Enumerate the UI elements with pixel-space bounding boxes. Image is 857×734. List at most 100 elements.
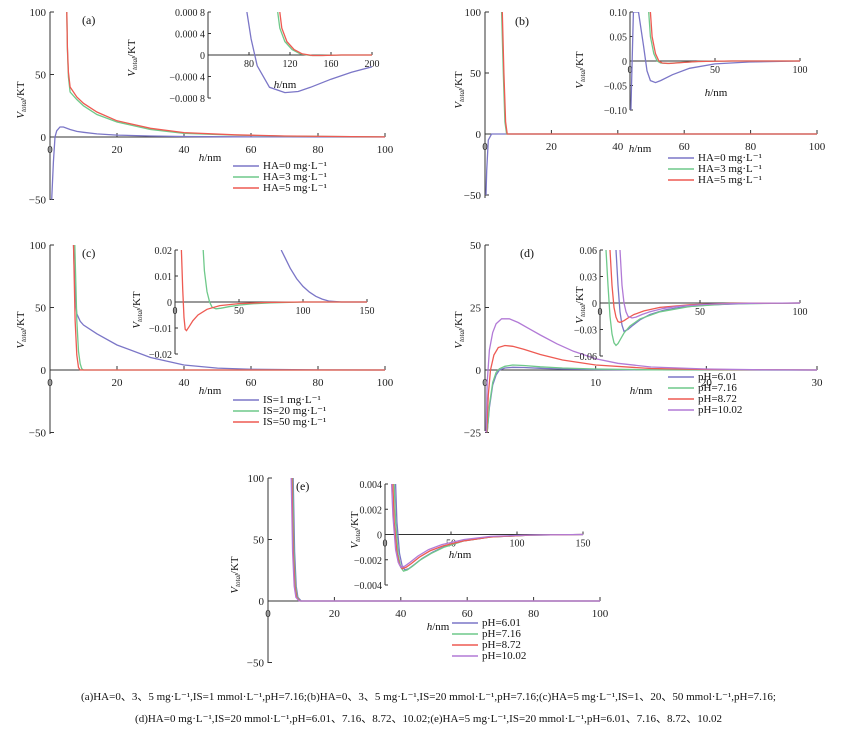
panel-3-inset-x-tick-label: 100 (296, 306, 311, 317)
panel-4-inset-x-tick-label: 0 (598, 307, 603, 318)
panel-5-inset-x-axis-label: h/nm (449, 549, 472, 561)
panel-2-y-tick-label: −50 (464, 190, 482, 202)
panel-4-inset-y-axis-label: Vtotal/KT (574, 286, 587, 324)
panel-2-y-axis-label: Vtotal/KT (453, 71, 466, 109)
panel-1-inset-series-line-1 (246, 12, 372, 94)
panel-4-x-axis-label: h/nm (630, 385, 653, 397)
y-label-subscript: total (20, 329, 28, 342)
panel-3-inset-y-axis-label-text: Vtotal/KT (131, 291, 144, 329)
panel-3-y-axis-label: Vtotal/KT (15, 311, 28, 349)
panel-4-series-line-1 (486, 366, 817, 433)
panel-5-x-tick-label: 20 (329, 608, 341, 620)
panel-4-inset-series-line-3 (609, 250, 800, 324)
panel-2: −50 0 50 100 0 20 40 60 80 100 (b) Vtotal/KT h/nm HA=… (453, 7, 826, 202)
panel-2-inset-y-tick-label: −0.05 (604, 82, 627, 93)
panel-4-letter: (d) (520, 246, 534, 260)
panel-5-x-tick-label: 40 (395, 608, 407, 620)
panel-4-inset-y-tick-label: −0.03 (574, 326, 597, 337)
panel-2-x-tick-label: 100 (809, 141, 826, 153)
panel-2-inset-y-tick-label: 0 (622, 57, 627, 68)
panel-1-x-tick-label: 60 (246, 144, 258, 156)
panel-5-letter: (e) (296, 479, 309, 493)
panel-2-inset-y-tick-label: −0.10 (604, 106, 627, 117)
y-label-subscript: total (354, 529, 362, 542)
panel-3-x-tick-label: 100 (377, 377, 394, 389)
panel-4-x-tick-label: 20 (701, 377, 713, 389)
y-label-unit: /KT (15, 311, 27, 329)
panel-3-inset-y-tick-label: −0.02 (149, 350, 172, 361)
x-label-h: h (705, 87, 711, 99)
panel-3-inset-x-tick-label: 150 (360, 306, 375, 317)
panel-5-y-axis-label: Vtotal/KT (229, 556, 242, 594)
y-label-v: V (453, 101, 465, 109)
y-label-unit: /KT (131, 291, 143, 309)
y-label-v: V (15, 111, 27, 119)
panel-2-series-line-1 (485, 133, 817, 196)
panel-4-y-axis-label-text: Vtotal/KT (453, 311, 466, 349)
panel-5-inset-y-tick-label: −0.002 (354, 556, 382, 567)
y-label-subscript: total (458, 329, 466, 342)
panel-5-x-tick-label: 0 (265, 608, 271, 620)
panel-2-inset-x-tick-label: 50 (710, 65, 720, 76)
y-label-subscript: total (458, 89, 466, 102)
y-label-unit: /KT (453, 311, 465, 329)
panel-3-x-tick-label: 60 (246, 377, 258, 389)
panel-4-legend-entry: pH=6.01 (698, 371, 737, 383)
y-label-v: V (126, 69, 138, 77)
panel-1-series-line-3 (66, 12, 385, 138)
panel-5-inset-x-tick-label: 0 (383, 539, 388, 550)
panel-1-x-tick-label: 100 (377, 144, 394, 156)
panel-2-inset-y-tick-label: 0.05 (610, 33, 628, 44)
panel-1-y-axis-label: Vtotal/KT (15, 81, 28, 119)
panel-3-inset-y-tick-label: 0.01 (155, 272, 173, 283)
y-label-unit: /KT (229, 556, 241, 574)
x-label-unit: /nm (635, 385, 653, 397)
panel-4-x-tick-label: 0 (482, 377, 488, 389)
x-label-unit: /nm (432, 621, 450, 633)
panel-3-x-tick-label: 20 (112, 377, 124, 389)
panel-4-y-tick-label: 0 (476, 365, 482, 377)
x-label-h: h (449, 549, 455, 561)
panel-4-x-tick-label: 10 (590, 377, 602, 389)
x-label-unit: /nm (454, 549, 472, 561)
y-label-subscript: total (234, 574, 242, 587)
panel-5-x-tick-label: 60 (462, 608, 474, 620)
panel-2-x-tick-label: 40 (612, 141, 624, 153)
panel-2-inset-x-tick-label: 100 (793, 65, 808, 76)
y-label-v: V (15, 341, 27, 349)
x-label-unit: /nm (204, 385, 222, 397)
panel-5-inset-y-tick-label: 0 (377, 531, 382, 542)
panel-5-legend-entry: pH=6.01 (482, 617, 521, 629)
panel-2-x-tick-label: 60 (679, 141, 691, 153)
panel-3-legend-entry: IS=50 mg·L⁻¹ (263, 416, 326, 428)
y-label-subscript: total (136, 309, 144, 322)
panel-3-x-axis-label: h/nm (199, 385, 222, 397)
x-label-h: h (274, 79, 280, 91)
panel-2-inset-series-line-3 (649, 12, 800, 65)
panel-5-legend-entry: pH=8.72 (482, 639, 521, 651)
panel-1-letter: (a) (82, 13, 95, 27)
y-label-v: V (229, 586, 241, 594)
panel-3-legend: IS=1 mg·L⁻¹IS=20 mg·L⁻¹IS=50 mg·L⁻¹ (233, 394, 326, 428)
panel-4-inset-y-tick-label: 0 (592, 299, 597, 310)
panel-3-series-line-1 (72, 245, 385, 371)
panel-5-y-tick-label: −50 (247, 658, 265, 670)
panel-5-y-tick-label: 0 (259, 596, 265, 608)
panel-5-inset-series-line-4 (390, 484, 583, 569)
panel-2-x-tick-label: 20 (546, 141, 558, 153)
y-label-subscript: total (131, 57, 139, 70)
panel-1-y-tick-label: 50 (35, 70, 47, 82)
panel-1-inset-x-tick-label: 200 (365, 59, 380, 70)
y-label-unit: /KT (126, 39, 138, 57)
panel-2-inset-y-axis-label: Vtotal/KT (574, 51, 587, 89)
panel-4-inset-y-tick-label: −0.06 (574, 352, 597, 363)
panel-3-inset-series-line-3 (180, 250, 367, 332)
panel-2-x-tick-label: 0 (482, 141, 488, 153)
panel-3-series-line-3 (72, 245, 385, 371)
panel-2-letter: (b) (515, 14, 529, 28)
